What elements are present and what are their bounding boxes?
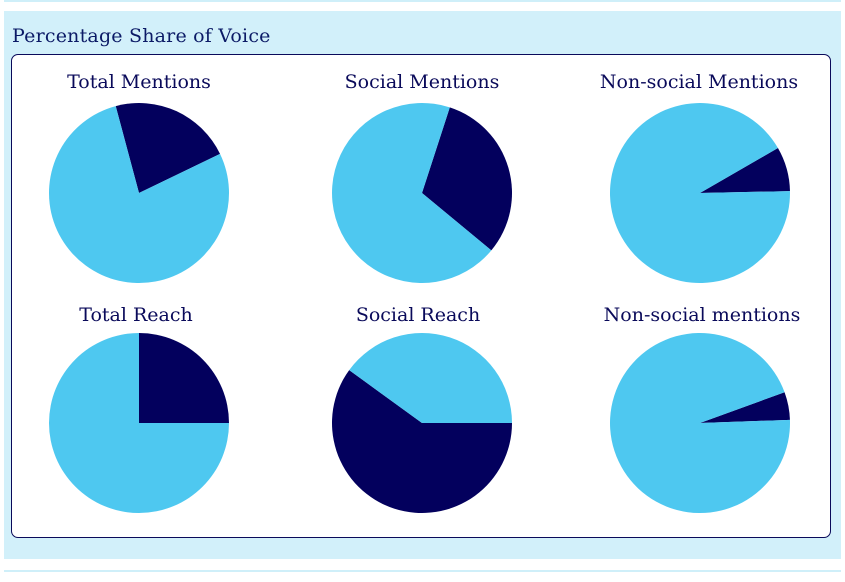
pie-title-0: Total Mentions — [67, 71, 211, 93]
pie-chart-1: Social Mentions — [332, 71, 513, 283]
pie-chart-5: Non-social mentions — [604, 304, 801, 514]
panel-title: Percentage Share of Voice — [12, 25, 271, 47]
pie-title-3: Total Reach — [79, 304, 192, 326]
pie-chart-4: Social Reach — [332, 304, 512, 514]
pie-chart-0: Total Mentions — [49, 71, 230, 284]
pie-title-1: Social Mentions — [345, 71, 500, 93]
pie-title-2: Non-social Mentions — [600, 71, 798, 93]
pie-slice-3-1 — [49, 333, 229, 513]
pie-chart-3: Total Reach — [49, 304, 229, 513]
pie-slice-3-0 — [139, 333, 229, 423]
pie-slice-2-0 — [700, 148, 790, 193]
pie-slice-1-0 — [422, 107, 513, 251]
pie-slice-5-1 — [610, 333, 791, 514]
pie-slice-1-1 — [332, 102, 492, 283]
pie-slice-4-1 — [349, 333, 512, 423]
pie-slices-4 — [332, 333, 512, 514]
bottom-divider — [4, 570, 841, 572]
pie-slice-5-0 — [700, 392, 790, 423]
pie-slices-1 — [332, 102, 513, 283]
pie-slice-4-0 — [332, 370, 512, 514]
pie-title-4: Social Reach — [356, 304, 480, 326]
pie-title-5: Non-social mentions — [604, 304, 801, 326]
pie-slices-5 — [610, 333, 791, 514]
pie-slice-0-0 — [115, 103, 221, 193]
pie-slices-2 — [609, 103, 790, 284]
top-divider — [4, 0, 841, 2]
pie-slice-0-1 — [49, 106, 230, 284]
pie-slices-3 — [49, 333, 229, 513]
pie-slices-0 — [49, 103, 230, 284]
pie-slice-2-1 — [609, 103, 790, 284]
pie-chart-2: Non-social Mentions — [600, 71, 798, 284]
